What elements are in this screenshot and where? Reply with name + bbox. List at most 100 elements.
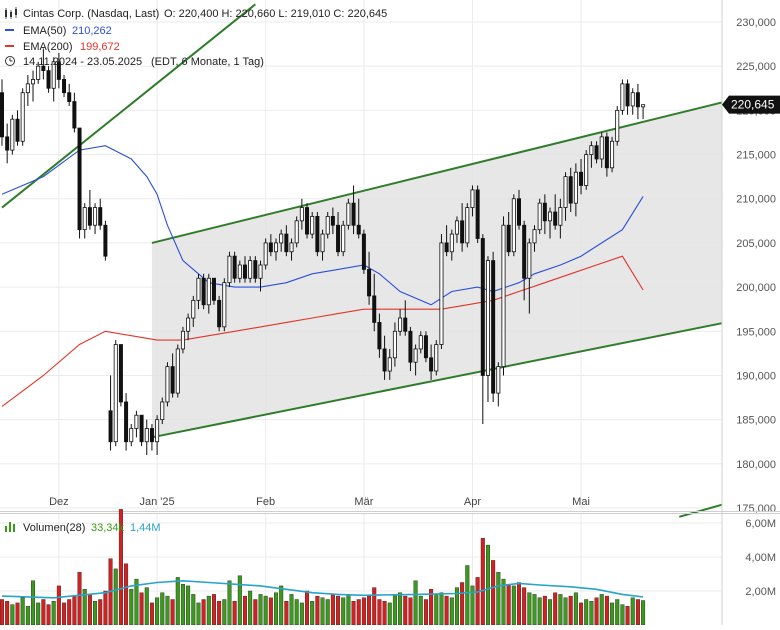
candle-body [573, 171, 578, 204]
candle-body [129, 428, 134, 443]
volume-last: 1,44M [130, 522, 161, 534]
volume-bar [336, 595, 341, 626]
volume-tick-label: 4,00M [745, 552, 776, 564]
candle-body [289, 242, 294, 253]
ohlc-values: O: 220,400 H: 220,660 L: 219,010 C: 220,… [164, 8, 387, 20]
candle [413, 344, 418, 376]
date-range: 14.11.2024 - 23.05.2025 [23, 56, 142, 68]
candle-body [480, 238, 485, 376]
ema200-value: 199,672 [80, 41, 120, 53]
volume-bar [423, 599, 428, 626]
ema50-label: EMA(50) [23, 25, 66, 37]
candle-body [139, 414, 144, 443]
candle [532, 225, 537, 252]
candle-body [242, 264, 247, 279]
candle [485, 256, 490, 402]
candle-body [506, 224, 511, 253]
candle [625, 79, 630, 115]
candle-body [299, 207, 304, 222]
candle [279, 229, 284, 252]
volume-bar [87, 594, 92, 626]
candle-body [25, 83, 30, 94]
volume-bar [485, 544, 490, 626]
candle [191, 295, 196, 327]
candle [460, 203, 465, 252]
volume-bar [475, 577, 480, 626]
candle [506, 211, 511, 257]
candle [346, 198, 351, 230]
candle [67, 83, 72, 106]
candle [522, 220, 527, 301]
candle [392, 322, 397, 367]
candle [294, 216, 299, 248]
candle-body [491, 260, 496, 394]
candle-body [501, 224, 506, 368]
candle [201, 273, 206, 310]
candle-body [372, 295, 377, 323]
candle [175, 344, 180, 398]
candle-body [470, 189, 475, 208]
volume-bar [527, 592, 532, 626]
candle-body [423, 335, 428, 359]
candle-body [315, 215, 320, 253]
candle [377, 313, 382, 358]
candle [491, 251, 496, 402]
volume-bar [444, 595, 449, 626]
volume-bar [465, 565, 470, 626]
candle [444, 225, 449, 257]
candle [268, 234, 273, 257]
candle-body [36, 65, 41, 80]
candle-body [134, 414, 139, 429]
ema200-line [1, 255, 644, 407]
volume-bar [10, 604, 15, 626]
candle [36, 61, 41, 84]
candle [165, 362, 170, 407]
volume-bar [548, 599, 553, 626]
candle [434, 340, 439, 376]
candle-body [305, 207, 310, 235]
candle-body [62, 79, 67, 94]
clock-icon [5, 56, 15, 66]
candle [579, 158, 584, 195]
volume-label: Volumen(28) [23, 522, 85, 534]
ema50-value: 210,262 [72, 25, 112, 37]
candles [0, 48, 646, 455]
candle-body [460, 220, 465, 244]
candle-body [165, 366, 170, 403]
volume-bar [635, 599, 640, 626]
y-tick-label: 195,000 [736, 326, 776, 338]
candle-body [274, 242, 279, 253]
volume-bar [170, 599, 175, 626]
candle-body [279, 233, 284, 244]
candle-body [449, 233, 454, 253]
candle-body [625, 83, 630, 107]
ema-lines [1, 145, 644, 407]
candle-body [310, 215, 315, 235]
volume-bar [201, 599, 206, 626]
candle [635, 83, 640, 120]
volume-bar [62, 602, 67, 626]
volume-bar [263, 595, 268, 626]
candle-body [496, 366, 501, 394]
candle [211, 277, 216, 305]
volume-bar [599, 594, 604, 626]
candle [641, 104, 646, 120]
candle [113, 340, 118, 447]
candle [553, 194, 558, 230]
candle [299, 198, 304, 230]
candle-body [144, 428, 149, 443]
candle-body [72, 101, 77, 129]
candle [615, 105, 620, 146]
candle [196, 273, 201, 310]
volume-bar [67, 599, 72, 626]
candle-body [382, 348, 387, 372]
candle-body [98, 207, 103, 226]
volume-bar [398, 592, 403, 626]
candle-body [0, 92, 4, 138]
candle [98, 198, 103, 230]
candles-icon [5, 7, 17, 19]
trendline-high [1, 3, 256, 209]
candle [320, 229, 325, 261]
volume-bar [77, 572, 82, 626]
